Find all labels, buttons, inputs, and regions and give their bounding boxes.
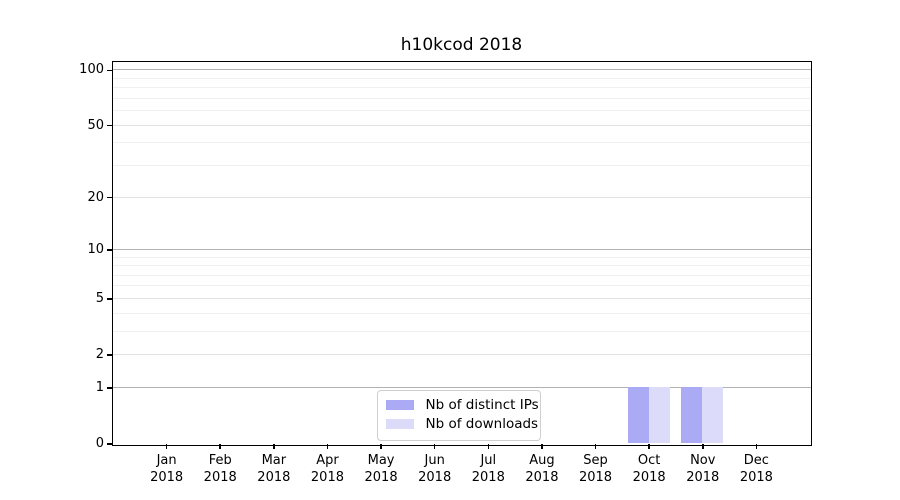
legend: Nb of distinct IPs Nb of downloads [376,389,541,441]
y-tick-2 [106,354,112,356]
gridline-y-40 [112,142,811,144]
gridline-y-90 [112,77,811,79]
y-tick-100 [106,69,112,72]
x-label-year: 2018 [686,470,720,485]
gridline-y-50 [112,124,811,126]
gridline-y-7 [112,274,811,276]
y-axis-tick-label: 100 [79,62,104,78]
x-tick-oct [648,444,650,449]
x-axis-tick-label: Oct 2018 [617,452,681,486]
x-tick-aug [541,444,543,449]
gridline-y-1 [112,386,811,388]
y-axis-tick-label: 10 [87,241,104,257]
x-label-year: 2018 [739,470,773,485]
gridline-y-30 [112,164,811,166]
gridline-y-80 [112,87,811,89]
x-label-month: Jun [424,453,445,468]
bar-distinct-ips-nov [681,387,703,444]
y-axis-tick-label: 1 [95,379,104,395]
legend-swatch-downloads [385,419,414,429]
x-tick-jun [433,444,436,449]
x-axis-tick-label: Feb 2018 [188,452,252,486]
x-axis-tick-label: Jun 2018 [403,452,467,486]
x-label-month: Jan [156,453,177,468]
x-label-month: Oct [637,453,661,468]
x-axis-tick-label: Aug 2018 [510,452,574,486]
x-label-year: 2018 [418,470,452,485]
gridline-y-3 [112,330,811,332]
x-label-year: 2018 [203,470,237,485]
x-tick-dec [755,444,758,449]
x-axis-tick-label: Sep 2018 [564,452,628,486]
x-axis-tick-label: May 2018 [349,452,413,486]
bar-downloads-oct [648,387,670,444]
gridline-y-20 [112,196,811,198]
x-axis-tick-label: Jul 2018 [456,452,520,486]
x-tick-jan [165,444,168,449]
gridline-y-70 [112,97,811,99]
x-tick-may [380,444,382,449]
legend-item-downloads: Nb of downloads [385,415,538,434]
x-label-month: Aug [529,453,555,468]
gridline-y-6 [112,285,811,287]
x-label-year: 2018 [632,470,666,485]
gridline-y-8 [112,265,811,267]
legend-label-distinct-ips: Nb of distinct IPs [425,397,539,413]
x-label-month: Feb [208,453,232,468]
y-tick-50 [106,124,112,127]
x-tick-feb [219,444,221,449]
x-label-year: 2018 [150,470,184,485]
x-label-month: Jul [480,453,497,468]
chart-title: h10kcod 2018 [400,35,523,55]
x-axis-tick-label: Jan 2018 [135,452,199,486]
y-tick-1 [106,387,112,389]
bar-downloads-nov [702,387,724,444]
y-axis-tick-label: 50 [87,117,104,133]
gridline-y-4 [112,312,811,314]
plot-area: Nb of distinct IPs Nb of downloads [111,60,812,446]
y-axis-tick-label: 20 [87,189,104,205]
x-tick-jul [487,444,490,449]
legend-item-distinct-ips: Nb of distinct IPs [385,396,539,415]
x-label-year: 2018 [257,470,291,485]
x-label-month: Sep [583,453,608,468]
gridline-y-2 [112,354,811,356]
legend-label-downloads: Nb of downloads [425,416,539,432]
x-label-month: Dec [743,453,769,468]
x-tick-sep [594,444,597,449]
gridline-y-100 [112,69,811,71]
x-label-year: 2018 [471,470,505,485]
gridline-y-5 [112,297,811,299]
x-label-month: May [367,453,395,468]
x-tick-apr [326,444,329,449]
x-tick-mar [273,444,275,449]
bar-distinct-ips-oct [627,387,649,444]
legend-swatch-distinct-ips [385,400,414,410]
y-tick-0 [106,443,112,445]
gridline-y-10 [112,248,811,250]
x-tick-nov [702,444,704,449]
y-axis-tick-label: 2 [95,347,104,363]
y-axis-tick-label: 0 [95,436,104,451]
y-tick-10 [106,249,112,251]
x-label-year: 2018 [364,470,398,485]
x-axis-tick-label: Nov 2018 [671,452,735,486]
x-label-year: 2018 [578,470,613,485]
x-label-year: 2018 [525,470,559,485]
y-tick-20 [106,196,112,199]
x-axis-tick-label: Dec 2018 [724,452,788,486]
x-label-month: Nov [690,453,716,468]
x-axis-tick-label: Mar 2018 [242,452,306,486]
x-label-month: Apr [316,453,339,468]
y-tick-5 [106,298,112,300]
x-label-month: Mar [261,453,287,468]
gridline-y-60 [112,110,811,112]
gridline-y-9 [112,256,811,258]
x-axis-tick-label: Apr 2018 [295,452,359,486]
y-axis-tick-label: 5 [95,290,104,306]
x-label-year: 2018 [310,470,344,485]
